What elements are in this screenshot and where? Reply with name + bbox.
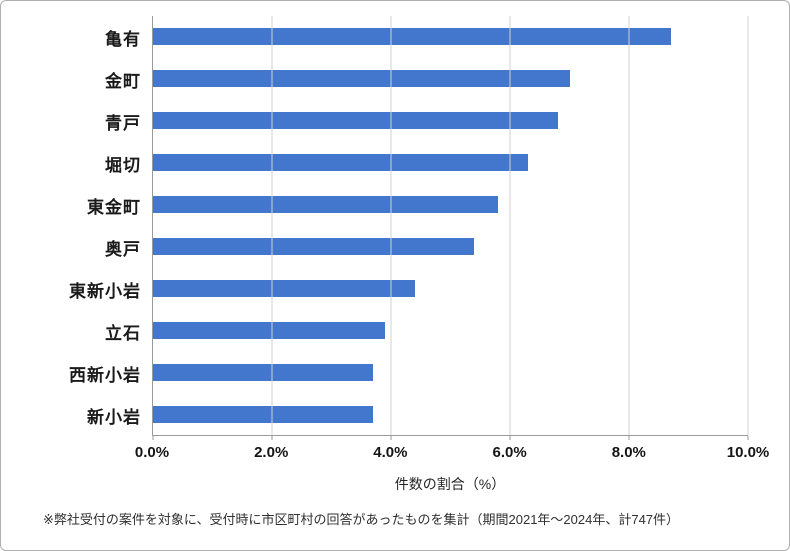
bar <box>153 405 374 423</box>
x-tick-label: 10.0% <box>726 444 770 461</box>
bar <box>153 279 415 297</box>
bar-row <box>153 351 748 393</box>
bar-row <box>153 100 748 142</box>
category-label: 金町 <box>105 71 141 91</box>
bar-row <box>153 226 748 268</box>
axis-tick <box>747 436 749 440</box>
axis-tick <box>628 436 630 440</box>
axis-tick <box>509 436 511 440</box>
bar <box>153 70 570 88</box>
bar <box>153 154 528 172</box>
x-axis-tick-labels: 0.0% 2.0% 4.0% 6.0% 8.0% 10.0% <box>135 444 769 464</box>
gridline <box>628 16 630 435</box>
category-label: 亀有 <box>105 29 141 49</box>
bar-row <box>153 16 748 58</box>
category-label: 立石 <box>105 323 141 343</box>
category-label: 新小岩 <box>87 407 141 427</box>
bar-row <box>153 267 748 309</box>
bar-row <box>153 58 748 100</box>
category-label: 奥戸 <box>105 239 141 259</box>
bar <box>153 196 499 214</box>
bar <box>153 321 386 339</box>
category-label: 青戸 <box>105 113 141 133</box>
x-tick-label: 8.0% <box>611 444 646 461</box>
category-label: 東新小岩 <box>69 281 141 301</box>
category-label: 西新小岩 <box>69 365 141 385</box>
gridline <box>509 16 511 435</box>
bar <box>153 237 475 255</box>
gridline <box>390 16 392 435</box>
plot-area <box>152 16 749 440</box>
bar-row <box>153 393 748 435</box>
axis-tick <box>152 436 154 440</box>
gridline <box>271 16 273 435</box>
x-tick-label: 2.0% <box>254 444 289 461</box>
axis-tick <box>271 436 273 440</box>
category-axis: 亀有金町青戸堀切東金町奥戸東新小岩立石西新小岩新小岩 <box>1 16 141 436</box>
x-tick-label: 0.0% <box>134 444 170 461</box>
footnote: ※弊社受付の案件を対象に、受付時に市区町村の回答があったものを集計（期間2021… <box>43 512 680 527</box>
category-label: 堀切 <box>105 155 141 175</box>
x-axis-title: 件数の割合（%） <box>394 476 506 492</box>
gridline <box>747 16 749 435</box>
x-tick-label: 6.0% <box>492 444 527 461</box>
bar-row <box>153 309 748 351</box>
bar-row <box>153 142 748 184</box>
category-label: 東金町 <box>87 197 141 217</box>
bar-rows <box>153 16 748 435</box>
bar <box>153 363 374 381</box>
bar <box>153 112 558 130</box>
bar-row <box>153 184 748 226</box>
x-tick-label: 4.0% <box>373 444 408 461</box>
bar <box>153 28 671 46</box>
axis-tick <box>390 436 392 440</box>
